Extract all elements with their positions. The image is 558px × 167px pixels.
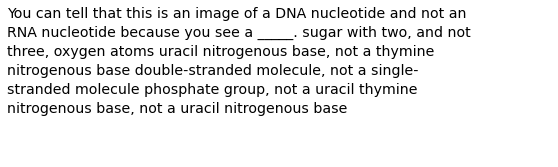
Text: You can tell that this is an image of a DNA nucleotide and not an
RNA nucleotide: You can tell that this is an image of a … (7, 7, 470, 116)
